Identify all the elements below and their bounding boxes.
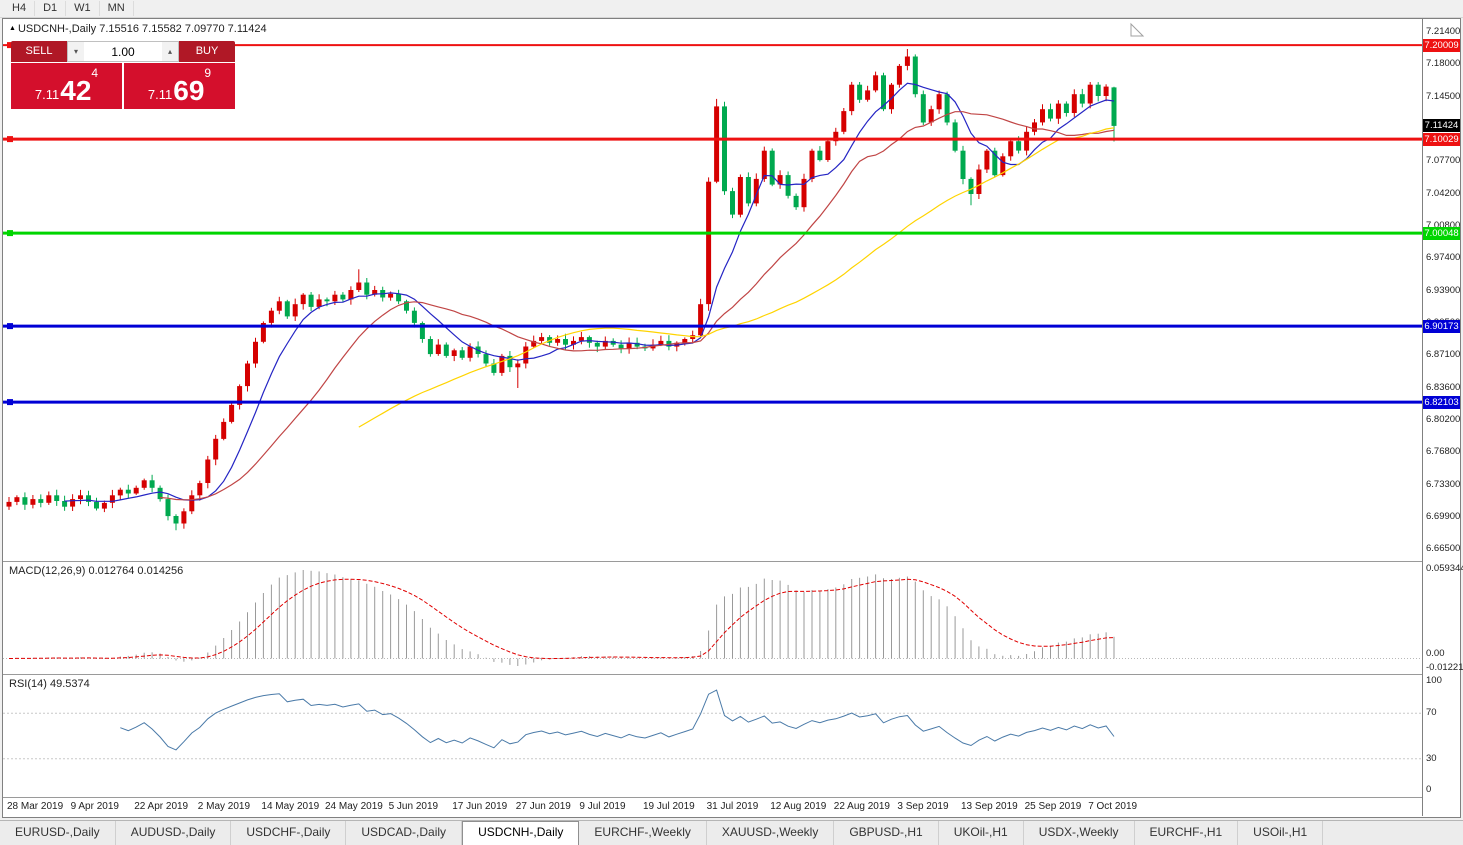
timeframe-w1-button[interactable]: W1: [66, 1, 100, 16]
price-axis-tick: 6.83600: [1426, 382, 1461, 393]
date-axis-label: 7 Oct 2019: [1088, 801, 1138, 812]
chart-tab-usdchf-daily[interactable]: USDCHF-,Daily: [231, 821, 347, 845]
date-axis-label: 3 Sep 2019: [897, 801, 949, 812]
chart-tab-eurchf-h1[interactable]: EURCHF-,H1: [1135, 821, 1239, 845]
volume-value[interactable]: 1.00: [111, 44, 135, 59]
rsi-axis-0: 0: [1426, 784, 1432, 795]
price-axis-tick: 7.21400: [1426, 26, 1461, 37]
timeframe-h4-button[interactable]: H4: [4, 1, 36, 16]
collapse-triangle-icon[interactable]: ▲: [9, 25, 16, 32]
date-axis-label: 9 Apr 2019: [70, 801, 119, 812]
price-axis-tick: 6.87100: [1426, 349, 1461, 360]
date-axis-label: 12 Aug 2019: [770, 801, 827, 812]
sell-button[interactable]: SELL: [11, 41, 67, 62]
chart-tab-eurchf-weekly[interactable]: EURCHF-,Weekly: [579, 821, 707, 845]
buy-price-big-figure: 7.11: [147, 87, 173, 102]
rsi-axis-100: 100: [1426, 675, 1442, 686]
date-axis-label: 24 May 2019: [325, 801, 383, 812]
price-axis-tick: 7.04200: [1426, 188, 1461, 199]
volume-increase-icon[interactable]: ▴: [162, 42, 178, 61]
volume-stepper[interactable]: ▾ 1.00 ▴: [67, 41, 179, 62]
buy-button[interactable]: BUY: [179, 41, 235, 62]
rsi-axis-30: 30: [1426, 753, 1437, 764]
chart-tab-usoil-h1[interactable]: USOil-,H1: [1238, 821, 1324, 845]
chart-tab-usdcad-daily[interactable]: USDCAD-,Daily: [346, 821, 463, 845]
buy-price-box[interactable]: 7.11 69 9: [124, 63, 235, 109]
panel-splitter-rsi[interactable]: [3, 674, 1422, 675]
date-axis-label: 9 Jul 2019: [579, 801, 626, 812]
panel-splitter-macd[interactable]: [3, 561, 1422, 562]
date-axis-label: 31 Jul 2019: [706, 801, 759, 812]
volume-decrease-icon[interactable]: ▾: [68, 42, 84, 61]
rsi-chart[interactable]: [3, 675, 1424, 797]
macd-axis-zero: 0.00: [1426, 648, 1445, 659]
chart-tab-xauusd-weekly[interactable]: XAUUSD-,Weekly: [707, 821, 835, 845]
price-axis-tick: 6.93900: [1426, 285, 1461, 296]
date-axis-label: 25 Sep 2019: [1024, 801, 1082, 812]
date-axis-label: 28 Mar 2019: [7, 801, 64, 812]
candlestick-chart[interactable]: [3, 19, 1424, 561]
macd-axis-min: -0.0122190: [1426, 662, 1463, 673]
panel-splitter-dates: [3, 797, 1422, 798]
price-axis-tick: 6.80200: [1426, 414, 1461, 425]
sell-price-fraction: 4: [91, 66, 99, 80]
timeframe-toolbar: H4 D1 W1 MN: [0, 0, 1463, 18]
date-axis-label: 27 Jun 2019: [515, 801, 571, 812]
price-axis-tick: 7.18000: [1426, 58, 1461, 69]
sell-price-box[interactable]: 7.11 42 4: [11, 63, 122, 109]
date-axis-label: 19 Jul 2019: [643, 801, 695, 812]
one-click-trading-panel: SELL ▾ 1.00 ▴ BUY 7.11 42 4 7.11 69 9: [11, 41, 235, 109]
chart-title: ▲ USDCNH-,Daily 7.15516 7.15582 7.09770 7…: [9, 23, 267, 35]
level-price-label: 7.20009: [1423, 39, 1460, 52]
date-axis-label: 5 Jun 2019: [388, 801, 439, 812]
price-axis-tick: 6.76800: [1426, 446, 1461, 457]
date-axis-label: 22 Apr 2019: [134, 801, 189, 812]
chart-title-text: USDCNH-,Daily 7.15516 7.15582 7.09770 7.…: [17, 23, 267, 35]
level-price-label: 7.00048: [1423, 227, 1460, 240]
chart-tabbar: EURUSD-,Daily AUDUSD-,Daily USDCHF-,Daily U…: [0, 820, 1463, 845]
date-axis-label: 14 May 2019: [261, 801, 320, 812]
date-axis[interactable]: 28 Mar 2019 9 Apr 2019 22 Apr 2019 2 May 20…: [3, 798, 1422, 817]
level-price-label: 6.82103: [1423, 396, 1460, 409]
date-axis-label: 22 Aug 2019: [833, 801, 890, 812]
price-axis-tick: 7.00800: [1426, 220, 1461, 231]
rsi-label: RSI(14) 49.5374: [9, 678, 90, 690]
timeframe-mn-button[interactable]: MN: [100, 1, 134, 16]
buy-price-fraction: 9: [204, 66, 212, 80]
current-price-label: 7.11424: [1423, 119, 1460, 132]
date-axis-label: 17 Jun 2019: [452, 801, 508, 812]
level-price-label: 7.10029: [1423, 133, 1460, 146]
trade-panel-prices: 7.11 42 4 7.11 69 9: [11, 63, 235, 109]
chart-window: ▲ USDCNH-,Daily 7.15516 7.15582 7.09770 7…: [2, 18, 1463, 818]
price-axis-tick: 7.14500: [1426, 91, 1461, 102]
chart-tab-audusd-daily[interactable]: AUDUSD-,Daily: [116, 821, 232, 845]
price-axis-tick: 6.73300: [1426, 479, 1461, 490]
date-axis-label: 13 Sep 2019: [961, 801, 1018, 812]
sell-price-pips: 42: [60, 75, 92, 106]
chart-tab-usdcnh-daily[interactable]: USDCNH-,Daily: [462, 821, 580, 845]
macd-chart[interactable]: [3, 562, 1424, 674]
chart-tab-ukoil-h1[interactable]: UKOil-,H1: [939, 821, 1024, 845]
price-axis-tick: 6.66500: [1426, 543, 1461, 554]
level-price-label: 6.90173: [1423, 320, 1460, 333]
chart-tab-gbpusd-h1[interactable]: GBPUSD-,H1: [834, 821, 939, 845]
trade-panel-header: SELL ▾ 1.00 ▴ BUY: [11, 41, 235, 62]
price-axis-tick: 7.07700: [1426, 155, 1461, 166]
rsi-axis-70: 70: [1426, 707, 1437, 718]
sell-price-big-figure: 7.11: [34, 87, 60, 102]
macd-label: MACD(12,26,9) 0.012764 0.014256: [9, 565, 184, 577]
date-axis-label: 2 May 2019: [197, 801, 251, 812]
buy-price-pips: 69: [173, 75, 205, 106]
price-axis-tick: 6.97400: [1426, 252, 1461, 263]
price-axis-tick: 6.69900: [1426, 511, 1461, 522]
timeframe-d1-button[interactable]: D1: [35, 1, 67, 16]
chart-tab-usdx-weekly[interactable]: USDX-,Weekly: [1024, 821, 1135, 845]
chart-tab-eurusd-daily[interactable]: EURUSD-,Daily: [0, 821, 116, 845]
